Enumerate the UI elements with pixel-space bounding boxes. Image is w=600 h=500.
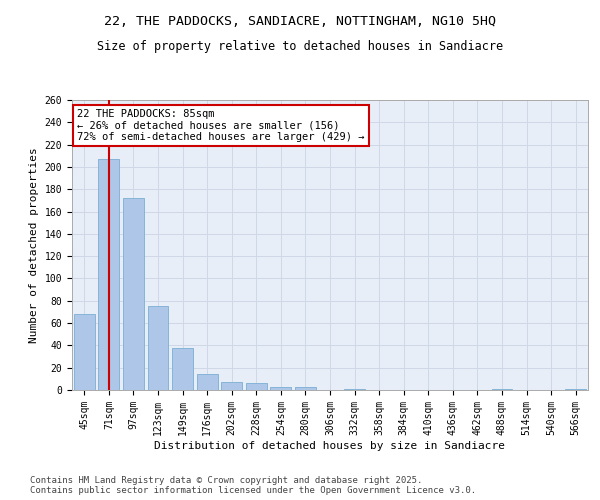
Bar (221, 382, 242, 390)
X-axis label: Distribution of detached houses by size in Sandiacre: Distribution of detached houses by size … (155, 440, 505, 450)
Bar (344, 389, 365, 390)
Bar (246, 384, 267, 390)
Text: Size of property relative to detached houses in Sandiacre: Size of property relative to detached ho… (97, 40, 503, 53)
Bar (295, 386, 316, 390)
Bar (74, 314, 95, 390)
Bar (148, 306, 169, 390)
Text: Contains HM Land Registry data © Crown copyright and database right 2025.
Contai: Contains HM Land Registry data © Crown c… (30, 476, 476, 495)
Text: 22, THE PADDOCKS, SANDIACRE, NOTTINGHAM, NG10 5HQ: 22, THE PADDOCKS, SANDIACRE, NOTTINGHAM,… (104, 15, 496, 28)
Bar (565, 389, 586, 390)
Text: 22 THE PADDOCKS: 85sqm
← 26% of detached houses are smaller (156)
72% of semi-de: 22 THE PADDOCKS: 85sqm ← 26% of detached… (77, 108, 365, 142)
Bar (98, 159, 119, 390)
Bar (123, 198, 144, 390)
Bar (271, 386, 292, 390)
Y-axis label: Number of detached properties: Number of detached properties (29, 147, 39, 343)
Bar (197, 374, 218, 390)
Bar (491, 389, 512, 390)
Bar (172, 348, 193, 390)
